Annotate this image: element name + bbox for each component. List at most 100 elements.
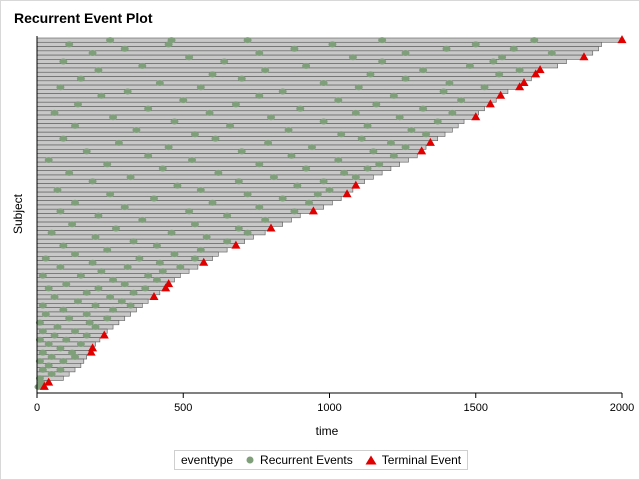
terminal-event-marker xyxy=(86,347,96,356)
recurrent-event-marker xyxy=(302,62,311,69)
recurrent-event-marker xyxy=(76,341,85,348)
recurrent-event-marker xyxy=(419,67,428,74)
recurrent-event-marker xyxy=(255,92,264,99)
recurrent-event-marker xyxy=(35,336,44,343)
recurrent-event-marker xyxy=(401,144,410,151)
chart-title: Recurrent Event Plot xyxy=(14,10,153,26)
recurrent-event-marker xyxy=(129,238,138,245)
subject-bar xyxy=(36,345,93,351)
recurrent-event-marker xyxy=(190,131,199,138)
terminal-event-marker xyxy=(425,137,435,146)
recurrent-event-marker xyxy=(141,285,150,292)
recurrent-event-marker xyxy=(401,75,410,82)
terminal-event-marker xyxy=(471,112,481,121)
recurrent-event-marker xyxy=(41,311,50,318)
recurrent-event-marker xyxy=(62,281,71,288)
terminal-event-marker xyxy=(161,283,171,292)
recurrent-event-marker xyxy=(120,204,129,211)
recurrent-event-marker xyxy=(378,58,387,65)
recurrent-event-marker xyxy=(234,225,243,232)
legend: eventtype Recurrent Events Terminal Even… xyxy=(174,450,469,470)
recurrent-event-marker xyxy=(196,84,205,91)
terminal-event-marker xyxy=(535,65,545,74)
recurrent-event-marker xyxy=(150,195,158,202)
terminal-event-marker xyxy=(308,206,318,215)
recurrent-event-marker xyxy=(144,152,153,159)
recurrent-event-marker xyxy=(334,156,343,163)
recurrent-event-marker xyxy=(56,345,65,352)
subject-bar xyxy=(36,166,392,171)
terminal-event-marker xyxy=(199,257,209,266)
terminal-event-marker xyxy=(519,77,529,86)
recurrent-event-marker xyxy=(106,37,115,44)
recurrent-event-marker xyxy=(363,165,372,172)
recurrent-event-marker xyxy=(372,101,381,108)
recurrent-event-marker xyxy=(284,127,293,134)
recurrent-event-marker xyxy=(97,268,106,275)
recurrent-event-marker xyxy=(88,259,97,266)
recurrent-event-marker xyxy=(442,45,451,52)
recurrent-event-marker xyxy=(395,114,404,121)
recurrent-event-marker xyxy=(290,45,299,52)
recurrent-event-marker xyxy=(243,229,252,236)
recurrent-event-marker xyxy=(35,358,44,365)
recurrent-event-marker xyxy=(47,229,56,236)
x-tick-label: 1500 xyxy=(464,402,488,414)
subject-bar xyxy=(36,153,418,159)
terminal-event-marker xyxy=(266,223,276,232)
recurrent-event-marker xyxy=(111,225,120,232)
recurrent-event-marker xyxy=(448,109,457,116)
recurrent-event-marker xyxy=(62,336,71,343)
recurrent-event-marker xyxy=(386,139,395,146)
subject-bar xyxy=(36,148,422,154)
subject-bar xyxy=(36,234,254,240)
recurrent-event-marker xyxy=(117,298,126,305)
x-tick-label: 1000 xyxy=(317,402,341,414)
recurrent-event-marker xyxy=(59,306,68,313)
subject-bar xyxy=(36,256,213,261)
recurrent-event-marker xyxy=(498,54,507,61)
recurrent-event-marker xyxy=(190,255,199,262)
recurrent-event-marker xyxy=(287,152,296,159)
recurrent-event-marker xyxy=(164,144,173,151)
recurrent-event-marker xyxy=(71,199,80,206)
recurrent-event-marker xyxy=(164,41,173,48)
subject-bar xyxy=(36,140,431,146)
recurrent-event-marker xyxy=(296,105,305,112)
recurrent-event-marker xyxy=(290,208,299,215)
recurrent-event-marker xyxy=(38,272,47,279)
terminal-event-marker xyxy=(617,35,627,44)
recurrent-event-marker xyxy=(547,49,556,56)
recurrent-event-marker xyxy=(126,174,135,181)
recurrent-event-marker xyxy=(389,92,398,99)
recurrent-event-marker xyxy=(439,88,448,95)
recurrent-event-marker xyxy=(53,323,62,330)
recurrent-event-marker xyxy=(302,165,311,172)
recurrent-event-marker xyxy=(56,264,65,271)
subject-bar xyxy=(36,41,602,47)
subject-bar xyxy=(36,200,333,206)
legend-circle-icon xyxy=(246,456,254,464)
recurrent-event-marker xyxy=(82,148,91,155)
terminal-event-marker xyxy=(99,330,109,339)
recurrent-event-marker xyxy=(237,148,246,155)
subject-bar xyxy=(36,273,181,279)
recurrent-event-marker xyxy=(243,191,252,198)
recurrent-event-marker xyxy=(269,174,278,181)
subject-bar xyxy=(36,71,537,77)
subject-bar xyxy=(36,50,594,56)
subject-bar xyxy=(36,136,439,142)
recurrent-event-marker xyxy=(205,109,214,116)
recurrent-event-marker xyxy=(91,302,100,309)
recurrent-event-markers xyxy=(34,37,556,390)
recurrent-event-marker xyxy=(378,37,387,44)
recurrent-event-marker xyxy=(71,251,80,258)
recurrent-event-marker xyxy=(255,161,264,168)
legend-triangle-icon xyxy=(365,455,377,465)
terminal-event-marker xyxy=(515,82,525,91)
subject-bar xyxy=(36,196,342,201)
recurrent-event-marker xyxy=(94,285,103,292)
recurrent-event-marker xyxy=(255,204,264,211)
subject-bar xyxy=(36,110,479,116)
recurrent-event-marker xyxy=(325,186,334,193)
